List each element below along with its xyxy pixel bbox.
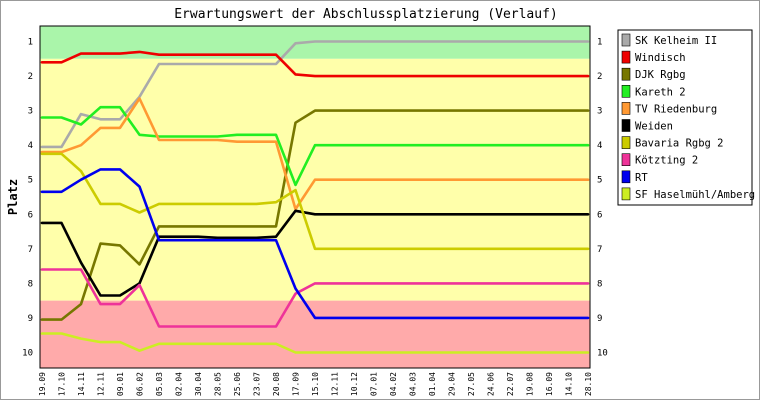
x-tick-8: 30.04 [194, 372, 203, 396]
y-tick-left-5: 5 [28, 176, 33, 186]
x-tick-18: 04.02 [389, 372, 398, 396]
x-tick-5: 06.02 [136, 372, 145, 396]
y-tick-right-7: 7 [597, 245, 602, 255]
x-tick-26: 16.09 [545, 372, 554, 396]
legend-swatch-2 [621, 67, 631, 81]
y-axis-right-ticks: 1 2 3 4 5 6 7 8 9 10 [597, 38, 608, 359]
x-tick-21: 29.04 [448, 372, 457, 396]
x-tick-22: 27.05 [467, 372, 476, 396]
x-tick-4: 09.01 [116, 372, 125, 396]
x-tick-9: 28.05 [214, 372, 223, 396]
x-tick-24: 22.07 [506, 372, 515, 396]
series-line-5 [40, 209, 590, 297]
series-line-3 [40, 105, 590, 187]
x-tick-17: 07.01 [370, 372, 379, 396]
y-tick-right-8: 8 [597, 279, 602, 289]
y-tick-left-3: 3 [28, 107, 33, 117]
y-tick-right-4: 4 [597, 141, 602, 151]
x-axis-ticks: 19.09 17.10 14.11 12.11 09.01 06.02 05.03 02.04… [38, 372, 593, 396]
y-tick-left-6: 6 [28, 210, 33, 220]
y-axis-left-ticks: 1 2 3 4 5 6 7 8 9 10 [22, 38, 33, 359]
series-lines [40, 40, 590, 354]
x-tick-1: 17.10 [58, 372, 67, 396]
plot-border [39, 25, 591, 369]
legend-swatch-6 [621, 136, 631, 149]
x-tick-0: 19.09 [38, 372, 47, 396]
x-tick-25: 19.08 [526, 372, 535, 396]
y-tick-right-5: 5 [597, 176, 602, 186]
series-line-4 [40, 97, 590, 211]
band-2 [40, 300, 590, 368]
x-tick-3: 12.11 [97, 372, 106, 396]
legend-label-5: Weiden [635, 121, 673, 133]
x-tick-12: 20.08 [272, 372, 281, 396]
legend-swatch-9 [621, 187, 631, 201]
legend-swatch-5 [621, 119, 631, 132]
series-line-1 [40, 50, 590, 78]
y-axis-label: Platz [6, 179, 20, 215]
series-line-0 [40, 40, 590, 149]
x-tick-11: 23.07 [253, 372, 262, 396]
y-tick-left-7: 7 [28, 245, 33, 255]
legend-label-6: Bavaria Rgbg 2 [635, 138, 724, 150]
y-tick-left-4: 4 [28, 141, 33, 151]
x-tick-19: 04.03 [409, 372, 418, 396]
series-line-6 [40, 152, 590, 251]
legend-label-9: SF Haselmühl/Amberg [635, 189, 755, 201]
y-tick-right-2: 2 [597, 72, 602, 82]
y-tick-left-2: 2 [28, 72, 33, 82]
legend-label-4: TV Riedenburg [635, 103, 717, 115]
legend-label-3: Kareth 2 [635, 86, 686, 98]
x-tick-15: 12.11 [331, 372, 340, 396]
legend-swatch-7 [621, 153, 631, 166]
x-tick-2: 14.11 [77, 372, 86, 396]
legend: SK Kelheim II Windisch DJK Rgbg Kareth 2 TV … [617, 29, 755, 206]
y-tick-right-3: 3 [597, 107, 602, 117]
legend-swatch-3 [621, 85, 631, 98]
y-tick-left-10: 10 [22, 348, 33, 358]
series-line-8 [40, 168, 590, 320]
chart-title: Erwartungswert der Abschlussplatzierung … [174, 7, 558, 22]
x-tick-14: 15.10 [311, 372, 320, 396]
y-tick-left-9: 9 [28, 314, 33, 324]
series-line-7 [40, 268, 590, 328]
y-tick-right-1: 1 [597, 38, 602, 48]
legend-swatch-8 [621, 170, 631, 184]
x-tick-28: 28.10 [584, 372, 593, 396]
legend-label-7: Kötzting 2 [635, 155, 698, 167]
x-tick-23: 24.06 [487, 372, 496, 396]
x-tick-13: 17.09 [292, 372, 301, 396]
x-tick-6: 05.03 [155, 372, 164, 396]
x-tick-16: 10.12 [350, 372, 359, 396]
x-tick-20: 01.04 [428, 372, 437, 396]
series-line-9 [40, 332, 590, 354]
series-line-2 [40, 109, 590, 321]
y-tick-left-8: 8 [28, 279, 33, 289]
legend-label-2: DJK Rgbg [635, 69, 686, 81]
legend-label-1: Windisch [635, 52, 686, 64]
legend-box [617, 29, 753, 206]
legend-label-0: SK Kelheim II [635, 35, 717, 47]
y-tick-right-6: 6 [597, 210, 602, 220]
legend-swatch-1 [621, 50, 631, 64]
legend-swatch-4 [621, 102, 631, 115]
y-tick-right-9: 9 [597, 314, 602, 324]
x-tick-7: 02.04 [175, 372, 184, 396]
y-tick-left-1: 1 [28, 38, 33, 48]
legend-label-8: RT [635, 172, 648, 184]
x-tick-10: 25.06 [233, 372, 242, 396]
x-tick-27: 14.10 [565, 372, 574, 396]
y-tick-right-10: 10 [597, 348, 608, 358]
legend-swatch-0 [621, 33, 631, 47]
